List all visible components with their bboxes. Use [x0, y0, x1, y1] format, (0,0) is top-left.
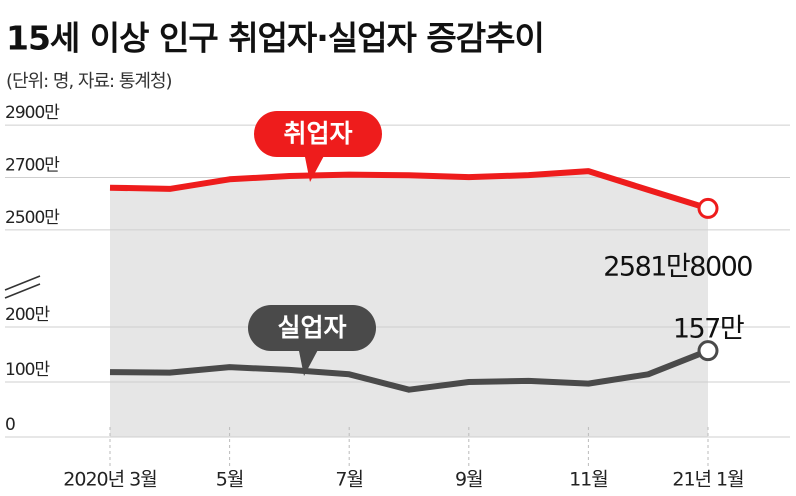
- y-tick-label: 200만: [5, 305, 50, 325]
- series-line: [109, 347, 710, 393]
- x-tick-label: 11월: [569, 469, 608, 491]
- y-tick-label: 2500만: [5, 208, 60, 228]
- y-tick-label: 2900만: [5, 103, 60, 123]
- legend-label: 실업자: [277, 313, 346, 342]
- x-tick-label: 7월: [335, 469, 363, 491]
- callout-pointer: [304, 152, 326, 182]
- legend-callout: 취업자: [254, 111, 382, 182]
- series-line: [109, 168, 709, 212]
- y-tick-label: 0: [5, 415, 15, 435]
- legend-callout: 실업자: [248, 305, 376, 376]
- x-tick-label: 9월: [455, 469, 483, 491]
- value-label: 2581만8000: [603, 252, 752, 283]
- end-marker: [697, 340, 719, 362]
- axis-break: [4, 275, 41, 299]
- y-tick-label: 2700만: [5, 155, 60, 175]
- callout-box: [248, 305, 376, 351]
- callout-pointer: [298, 346, 320, 376]
- chart-subtitle: (단위: 명, 자료: 통계청): [6, 71, 172, 92]
- x-tick-label: 5월: [216, 469, 244, 491]
- area-fill: [110, 171, 708, 438]
- chart-title: 15세 이상 인구 취업자·실업자 증감추이: [6, 19, 544, 58]
- y-tick-label: 100만: [5, 360, 50, 380]
- value-label: 157만: [673, 314, 744, 345]
- legend-label: 취업자: [283, 119, 352, 148]
- x-tick-label: 21년 1월: [672, 469, 743, 491]
- callout-box: [254, 111, 382, 157]
- x-tick-label: 2020년 3월: [63, 469, 156, 491]
- end-marker: [697, 197, 719, 219]
